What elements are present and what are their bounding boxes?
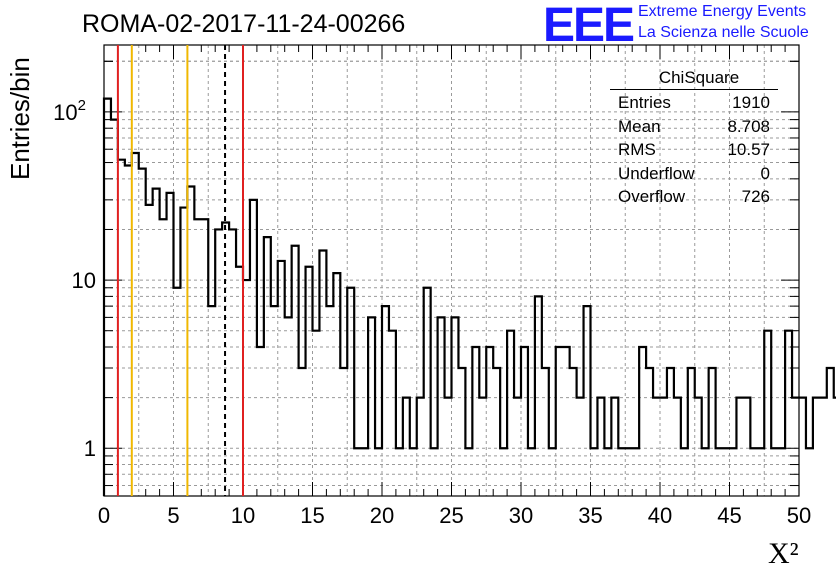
stats-title: ChiSquare (610, 66, 778, 90)
x-axis-label-text: X² (768, 537, 799, 570)
stats-label: RMS (618, 140, 656, 159)
stats-label: Mean (618, 116, 661, 136)
stats-row-mean: Mean 8.708 (610, 115, 778, 139)
x-tick-label: 15 (300, 503, 324, 528)
x-tick-label: 50 (787, 503, 811, 528)
x-tick-label: 5 (167, 503, 179, 528)
stats-label: Underflow (618, 163, 695, 183)
stats-value: 0 (760, 163, 770, 183)
eee-logo: EEE (543, 0, 635, 52)
logo-subtitle-1: Extreme Energy Events (638, 3, 807, 20)
histogram-series (102, 97, 836, 496)
stats-value: 726 (741, 187, 770, 206)
stats-value: 8.708 (727, 116, 770, 136)
stats-label: Entries (618, 93, 671, 112)
x-tick-label: 20 (370, 503, 394, 528)
stats-row-overflow: Overflow 726 (610, 185, 778, 209)
x-tick-label: 35 (578, 503, 602, 528)
stats-row-rms: RMS 10.57 (610, 138, 778, 162)
x-tick-label: 25 (439, 503, 463, 528)
stats-row-entries: Entries 1910 (610, 91, 778, 115)
stats-box: ChiSquare Entries 1910 Mean 8.708 RMS 10… (610, 66, 778, 209)
x-tick-label: 10 (231, 503, 255, 528)
x-tick-label: 0 (98, 503, 110, 528)
x-tick-label: 45 (717, 503, 741, 528)
y-tick-label: 10 (72, 268, 96, 293)
chart-title: ROMA-02-2017-11-24-00266 (82, 10, 406, 38)
x-tick-label: 40 (648, 503, 672, 528)
stats-label: Overflow (618, 187, 686, 206)
logo-subtitle-2: La Scienza nelle Scuole (638, 24, 809, 41)
stats-value: 10.57 (727, 140, 770, 159)
x-tick-label: 30 (509, 503, 533, 528)
y-tick-label: 102 (53, 97, 86, 125)
stats-row-underflow: Underflow 0 (610, 162, 778, 186)
y-tick-label: 1 (84, 436, 96, 461)
stats-value: 1910 (732, 93, 770, 112)
x-axis-label: X² (768, 537, 799, 571)
